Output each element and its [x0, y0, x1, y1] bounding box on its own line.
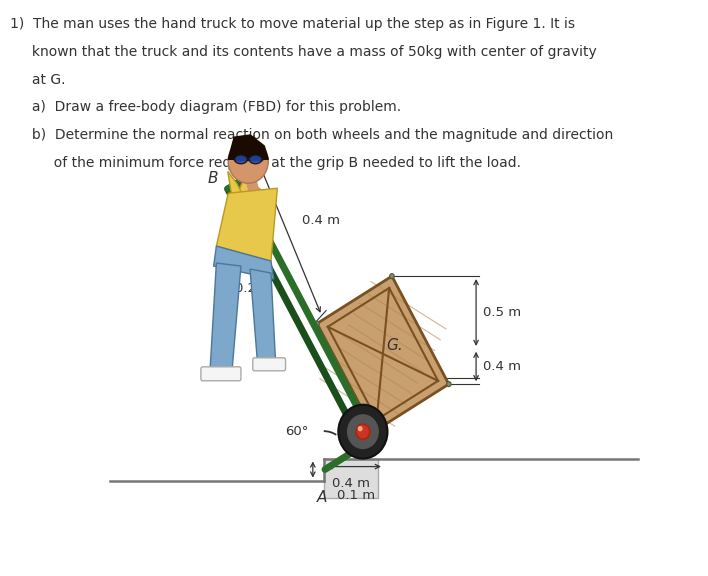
Polygon shape [324, 458, 338, 480]
Text: B: B [207, 172, 218, 187]
FancyBboxPatch shape [253, 358, 285, 371]
Text: 0.4 m: 0.4 m [484, 360, 521, 373]
Polygon shape [324, 458, 378, 498]
Ellipse shape [249, 155, 262, 164]
Text: 0.1 m: 0.1 m [336, 488, 375, 502]
Text: 0.5 m: 0.5 m [484, 306, 522, 319]
Polygon shape [228, 135, 268, 160]
Circle shape [338, 405, 387, 458]
Circle shape [228, 139, 268, 183]
Polygon shape [250, 269, 275, 361]
Circle shape [347, 414, 379, 449]
Polygon shape [210, 263, 241, 373]
Text: at G.: at G. [10, 73, 65, 86]
Polygon shape [317, 276, 449, 431]
Text: 0.4 m: 0.4 m [331, 476, 370, 490]
Circle shape [356, 424, 370, 439]
Text: of the minimum force required at the grip B needed to lift the load.: of the minimum force required at the gri… [10, 156, 521, 170]
Circle shape [389, 274, 394, 279]
Text: b)  Determine the normal reaction on both wheels and the magnitude and direction: b) Determine the normal reaction on both… [10, 128, 613, 142]
Text: 0.4 m: 0.4 m [302, 214, 340, 226]
Polygon shape [239, 177, 274, 213]
FancyBboxPatch shape [201, 367, 241, 381]
Text: G.: G. [387, 338, 404, 353]
Text: A: A [316, 491, 327, 506]
Circle shape [372, 429, 376, 434]
Circle shape [447, 382, 451, 386]
Polygon shape [214, 246, 274, 279]
Circle shape [315, 321, 319, 326]
Text: a)  Draw a free-body diagram (FBD) for this problem.: a) Draw a free-body diagram (FBD) for th… [10, 100, 401, 115]
Ellipse shape [234, 155, 247, 164]
Text: known that the truck and its contents have a mass of 50kg with center of gravity: known that the truck and its contents ha… [10, 44, 597, 59]
Text: 0.2 m: 0.2 m [235, 282, 273, 295]
Text: 60°: 60° [285, 425, 309, 438]
Polygon shape [217, 188, 278, 261]
Circle shape [358, 426, 362, 431]
Text: 1)  The man uses the hand truck to move material up the step as in Figure 1. It : 1) The man uses the hand truck to move m… [10, 17, 575, 31]
Polygon shape [228, 172, 250, 209]
